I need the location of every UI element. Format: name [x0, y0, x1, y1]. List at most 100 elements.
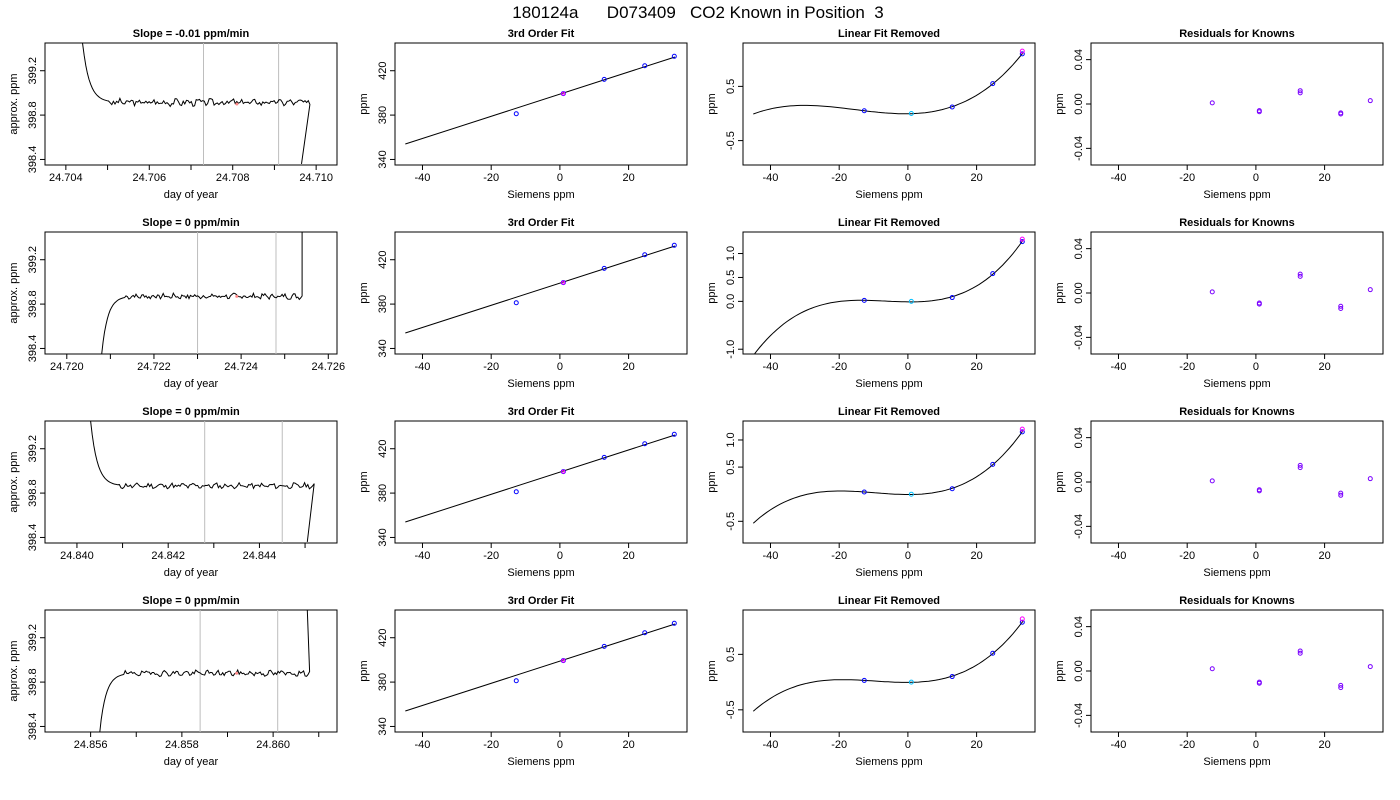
panel-title: Residuals for Knowns: [1179, 28, 1295, 40]
x-tick-label: 0: [905, 550, 911, 562]
x-tick-label: 0: [1253, 172, 1259, 184]
x-tick-label: 20: [970, 361, 982, 373]
cubic-fit-curve: [752, 430, 1024, 524]
y-tick-label: 0.5: [725, 79, 737, 94]
y-axis-label: ppm: [706, 93, 718, 114]
data-point: [561, 280, 566, 285]
x-tick-label: -40: [415, 739, 431, 751]
y-axis: -0.04 0.00 0.04: [1073, 427, 1091, 539]
data-point: [1338, 490, 1344, 496]
data-point-alt: [1019, 48, 1025, 54]
data-point: [642, 441, 648, 447]
plot-frame: [44, 609, 338, 733]
y-tick-label: 340: [377, 150, 389, 168]
data-point: [1338, 306, 1344, 312]
mean-marker: [235, 102, 239, 106]
data-point: [513, 489, 519, 495]
y-axis-label: approx. ppm: [8, 451, 20, 512]
y-tick-label: 0.5: [725, 647, 737, 662]
data-point: [990, 271, 996, 277]
x-tick-label: 20: [1318, 172, 1330, 184]
plot-frame: [742, 42, 1036, 166]
data-point: [1297, 465, 1303, 471]
panel-r0-c1: 3rd Order Fit -40 -20 0 20 Siemens ppm 340 380 4…: [358, 28, 688, 201]
data-point-alt: [1019, 616, 1025, 622]
plot-area: [1209, 462, 1373, 498]
x-axis-label: Siemens ppm: [1203, 378, 1270, 390]
data-point-alt: [1019, 426, 1025, 432]
x-tick-label: 24.842: [151, 550, 185, 562]
panel-r3-c2: Linear Fit Removed -40 -20 0 20 Siemens ppm -0…: [706, 595, 1036, 768]
x-axis-label: Siemens ppm: [855, 567, 922, 579]
x-tick-label: 20: [970, 739, 982, 751]
plot-frame: [1090, 231, 1384, 355]
y-tick-label: 398.4: [27, 335, 39, 363]
x-tick-label: -40: [415, 550, 431, 562]
x-axis-label: Siemens ppm: [507, 756, 574, 768]
plot-frame: [394, 609, 688, 733]
data-point: [1367, 98, 1373, 104]
y-axis: -0.04 0.00 0.04: [1073, 616, 1091, 728]
y-axis-label: approx. ppm: [8, 73, 20, 134]
y-tick-label: 380: [377, 673, 389, 691]
plot-frame: [394, 420, 688, 544]
panel-title: 3rd Order Fit: [508, 406, 575, 418]
y-tick-label: 420: [377, 62, 389, 80]
y-tick-label: 398.4: [27, 146, 39, 174]
x-tick-label: 24.704: [49, 172, 83, 184]
fit-line: [405, 245, 676, 334]
x-tick-label: 24.724: [224, 361, 258, 373]
x-tick-label: 0: [557, 550, 563, 562]
data-point: [1297, 90, 1303, 96]
x-axis: -40 -20 0 20: [415, 165, 635, 184]
y-axis-label: approx. ppm: [8, 262, 20, 323]
panel-r1-c2: Linear Fit Removed -40 -20 0 20 Siemens ppm -1…: [706, 217, 1036, 390]
data-point: [949, 104, 955, 110]
x-axis: -40 -20 0 20: [1111, 354, 1331, 373]
panel-title: Residuals for Knowns: [1179, 217, 1295, 229]
plot-area: [405, 242, 677, 334]
y-tick-label: 340: [377, 339, 389, 357]
plot-frame: [1090, 609, 1384, 733]
concentration-trace: [99, 610, 311, 732]
y-tick-label: -1.0: [725, 340, 737, 359]
data-point: [908, 298, 914, 304]
plot-area: [405, 431, 677, 523]
data-point: [1256, 680, 1262, 686]
x-tick-label: -40: [763, 550, 779, 562]
panel-r2-c2: Linear Fit Removed -40 -20 0 20 Siemens ppm -0…: [706, 406, 1036, 579]
data-point: [1019, 51, 1025, 57]
data-point: [513, 300, 519, 306]
y-tick-label: 398.8: [27, 101, 39, 129]
data-point: [1209, 666, 1215, 672]
x-tick-label: 20: [970, 550, 982, 562]
plot-area: [101, 232, 303, 354]
y-axis-label: ppm: [358, 282, 370, 303]
data-point: [1338, 682, 1344, 688]
y-axis: -0.5 0.5: [725, 647, 743, 719]
data-point: [513, 678, 519, 684]
plot-frame: [742, 231, 1036, 355]
data-point: [861, 677, 867, 683]
panel-title: Slope = -0.01 ppm/min: [133, 28, 250, 40]
plot-frame: [742, 420, 1036, 544]
data-point-alt: [1019, 236, 1025, 242]
x-tick-label: 20: [622, 361, 634, 373]
y-tick-label: 0.5: [725, 459, 737, 474]
x-axis: -40 -20 0 20: [415, 543, 635, 562]
x-tick-label: 24.844: [243, 550, 277, 562]
data-point: [949, 486, 955, 492]
y-axis: -0.04 0.00 0.04: [1073, 238, 1091, 350]
data-point: [561, 469, 566, 474]
plot-area: [752, 426, 1025, 524]
plot-area: [90, 421, 315, 543]
x-tick-label: 24.720: [50, 361, 84, 373]
plot-area: [81, 43, 311, 165]
x-axis: -40 -20 0 20: [415, 354, 635, 373]
data-point: [1256, 488, 1262, 494]
x-tick-label: -20: [483, 739, 499, 751]
x-tick-label: 24.706: [132, 172, 166, 184]
plot-frame: [394, 231, 688, 355]
x-tick-label: 20: [622, 739, 634, 751]
